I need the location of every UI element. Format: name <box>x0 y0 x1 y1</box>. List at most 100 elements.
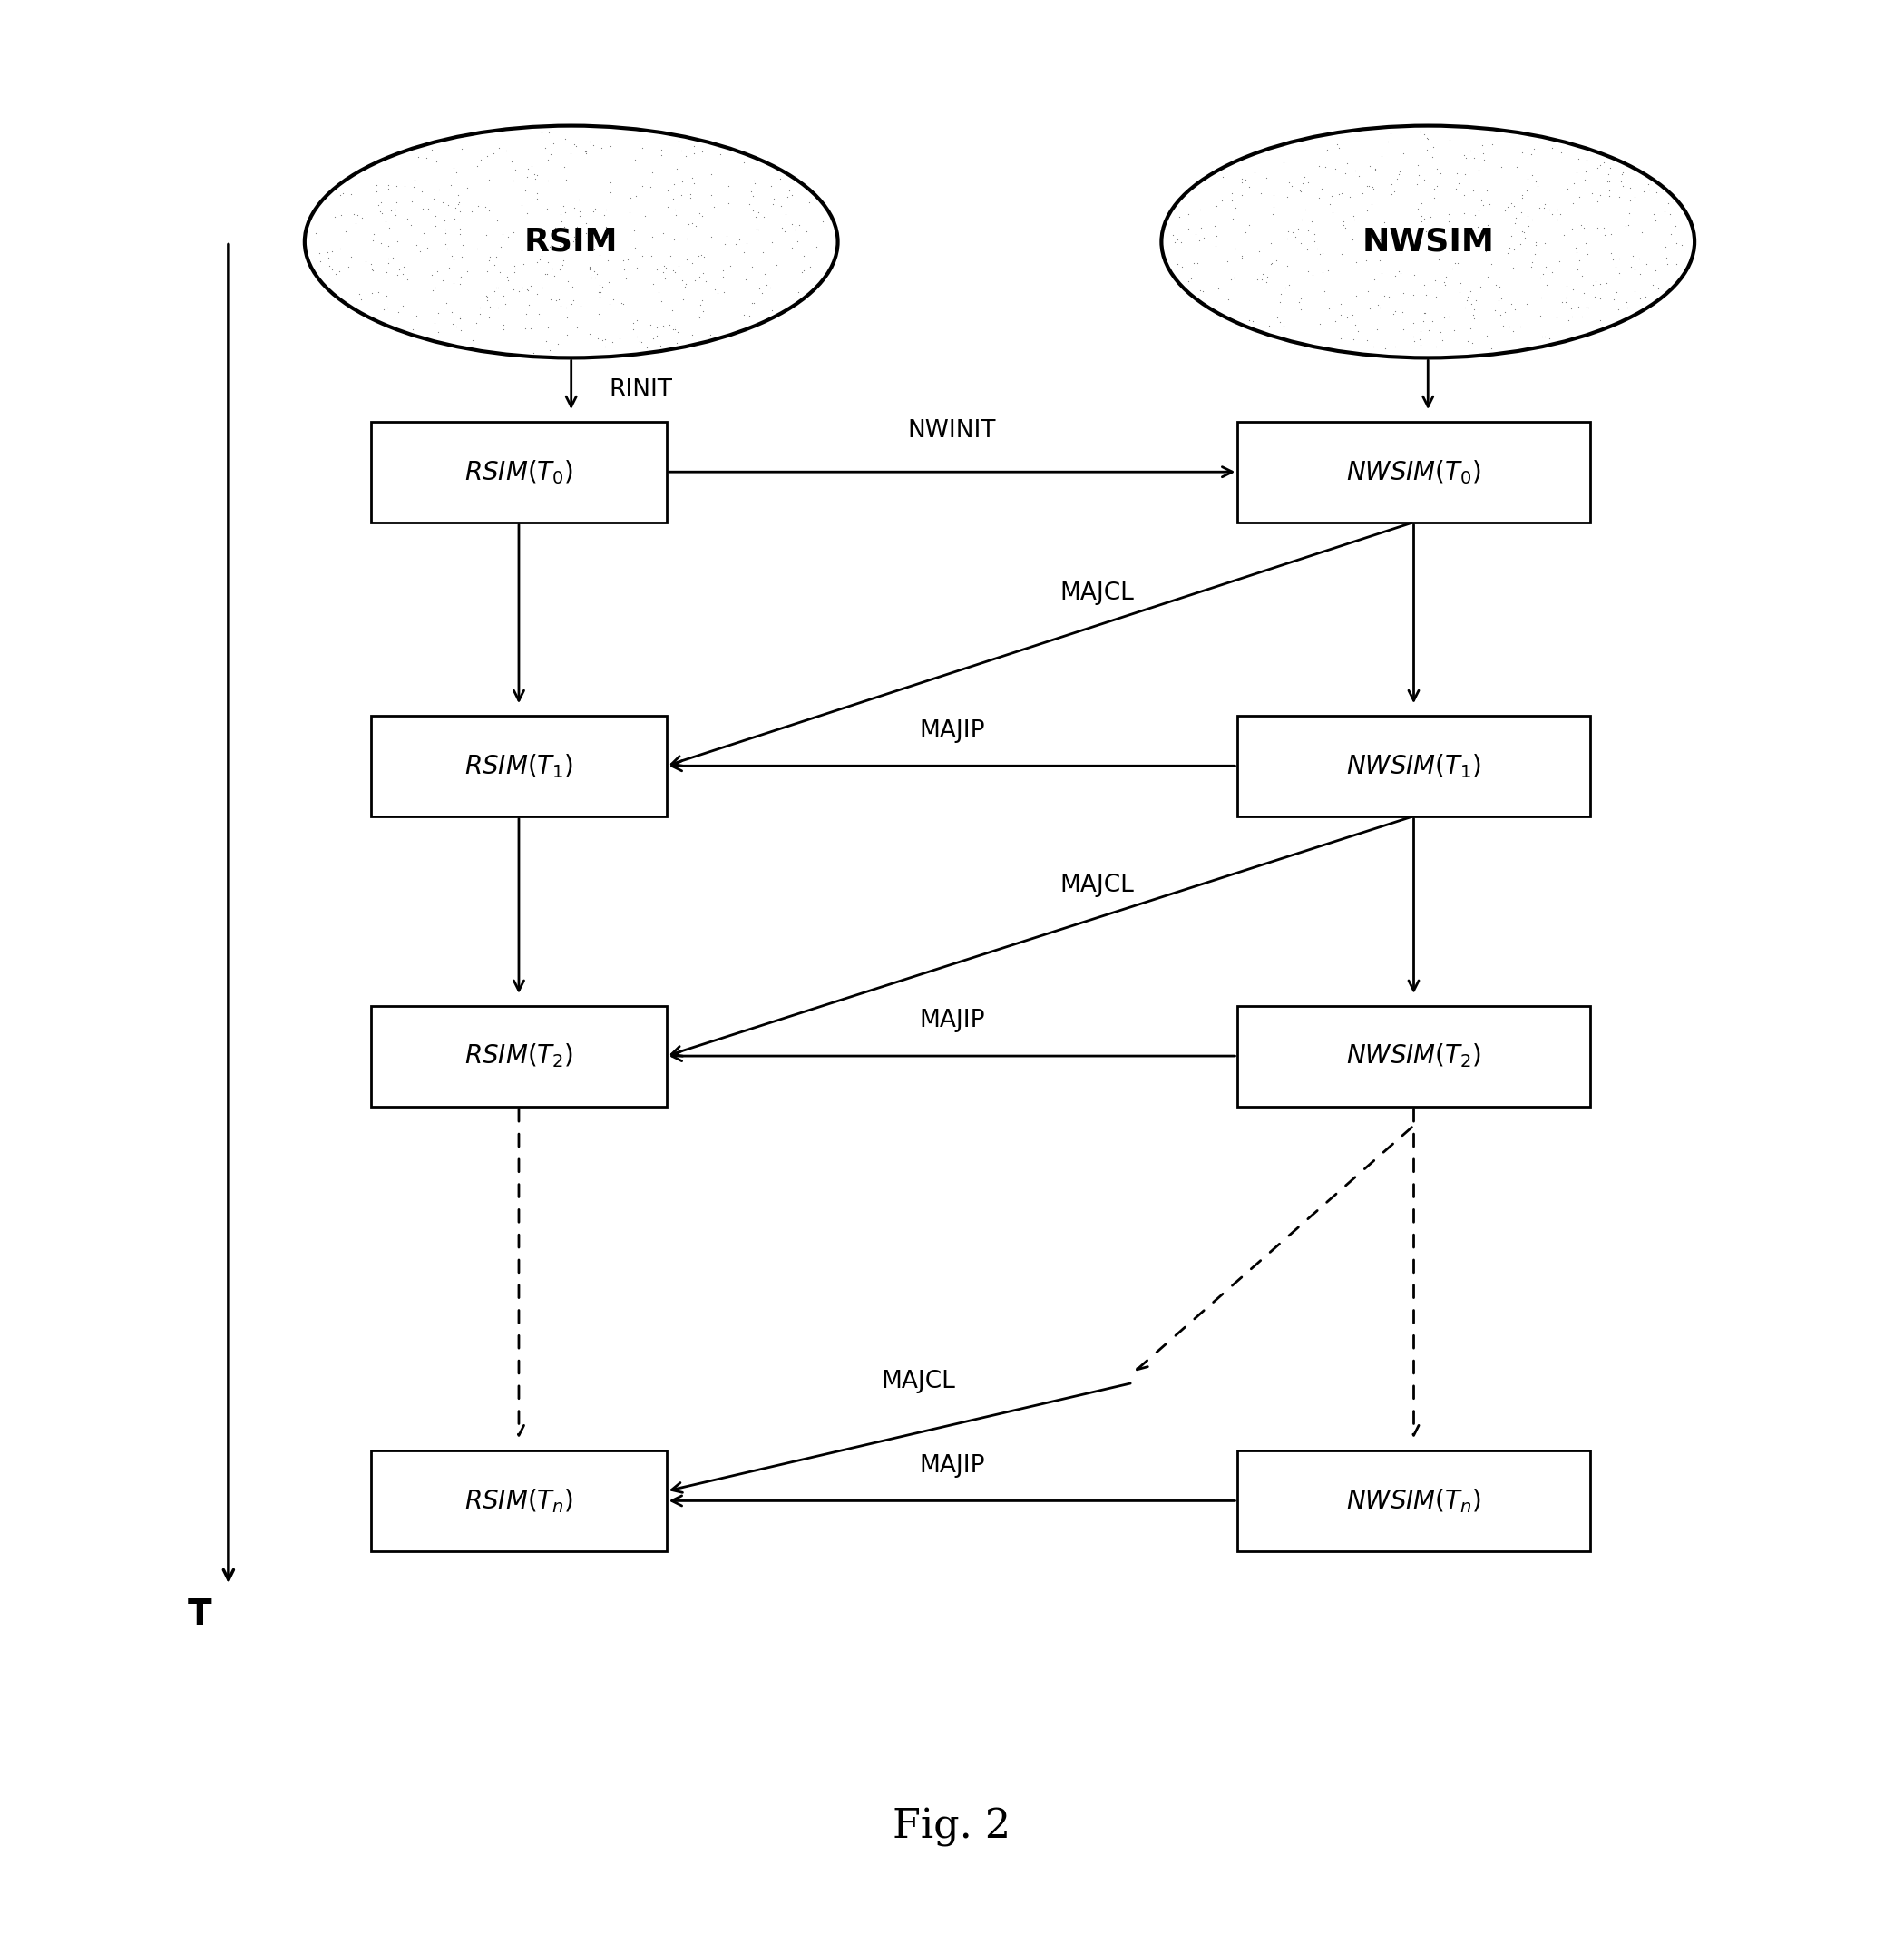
Point <box>1184 193 1215 224</box>
Point <box>1472 209 1502 240</box>
Point <box>1331 302 1361 333</box>
Point <box>1219 263 1249 294</box>
Point <box>699 191 729 222</box>
Point <box>1510 222 1540 253</box>
Point <box>685 288 716 319</box>
Point <box>1458 176 1489 207</box>
Point <box>1386 257 1417 288</box>
Point <box>1346 178 1377 209</box>
Point <box>1272 182 1302 213</box>
Point <box>1321 130 1352 161</box>
Point <box>1521 166 1552 197</box>
Point <box>524 244 554 275</box>
Point <box>1519 133 1550 164</box>
Point <box>642 311 672 342</box>
Point <box>436 296 466 327</box>
Point <box>1569 164 1599 195</box>
Point <box>575 126 605 157</box>
Point <box>739 180 769 211</box>
Point <box>1200 191 1230 222</box>
Point <box>1369 207 1399 238</box>
Point <box>1624 244 1655 275</box>
Point <box>598 284 628 315</box>
Point <box>659 168 689 199</box>
Point <box>543 329 573 360</box>
Point <box>1666 228 1696 259</box>
Point <box>1415 201 1445 232</box>
Point <box>564 184 594 215</box>
Point <box>541 284 571 315</box>
Point <box>722 302 752 333</box>
Point <box>1260 246 1291 277</box>
Point <box>1407 201 1438 232</box>
Point <box>1304 308 1335 338</box>
Point <box>541 213 571 244</box>
Point <box>314 249 345 280</box>
Point <box>1409 120 1439 151</box>
Point <box>775 176 805 207</box>
Point <box>777 232 807 263</box>
Point <box>590 193 621 224</box>
Point <box>1537 133 1567 164</box>
Point <box>657 184 687 215</box>
Point <box>765 190 796 220</box>
Point <box>493 265 524 296</box>
Point <box>592 222 623 253</box>
Point <box>1234 209 1264 240</box>
Point <box>636 309 666 340</box>
Point <box>1462 195 1493 226</box>
Point <box>1451 143 1481 174</box>
Point <box>1253 261 1283 292</box>
Point <box>499 164 529 195</box>
Point <box>1607 159 1637 190</box>
Point <box>531 193 562 224</box>
Point <box>1582 213 1613 244</box>
Point <box>1529 228 1559 259</box>
Point <box>786 257 817 288</box>
Point <box>1517 161 1548 191</box>
Point <box>383 259 413 290</box>
Point <box>621 180 651 211</box>
Point <box>457 195 487 226</box>
Point <box>1599 284 1630 315</box>
Point <box>1339 323 1369 354</box>
Point <box>1342 315 1373 346</box>
Point <box>474 242 505 273</box>
Point <box>421 273 451 304</box>
Point <box>583 259 613 290</box>
Point <box>577 213 607 244</box>
Point <box>1537 199 1567 230</box>
Point <box>421 145 451 176</box>
Point <box>487 280 518 311</box>
Point <box>585 280 615 311</box>
Point <box>1304 151 1335 182</box>
Point <box>1498 315 1529 346</box>
Point <box>545 284 575 315</box>
Point <box>430 228 461 259</box>
Point <box>710 228 741 259</box>
Point <box>676 319 706 350</box>
Point <box>1297 259 1327 290</box>
FancyBboxPatch shape <box>371 422 666 522</box>
Point <box>1407 205 1438 236</box>
Point <box>1403 159 1434 190</box>
Point <box>1615 172 1645 203</box>
Point <box>1516 139 1546 170</box>
Point <box>1457 327 1487 358</box>
Point <box>491 135 522 166</box>
Point <box>373 292 404 323</box>
Point <box>537 253 567 284</box>
Point <box>373 172 404 203</box>
Point <box>1378 298 1409 329</box>
Point <box>447 242 478 273</box>
Point <box>1359 263 1390 294</box>
Point <box>533 164 564 195</box>
Point <box>1449 197 1479 228</box>
Point <box>1464 155 1495 186</box>
Point <box>1584 151 1615 182</box>
Point <box>1517 248 1548 278</box>
Point <box>392 263 423 294</box>
Point <box>444 188 474 219</box>
Point <box>1339 201 1369 232</box>
Point <box>1438 253 1468 284</box>
